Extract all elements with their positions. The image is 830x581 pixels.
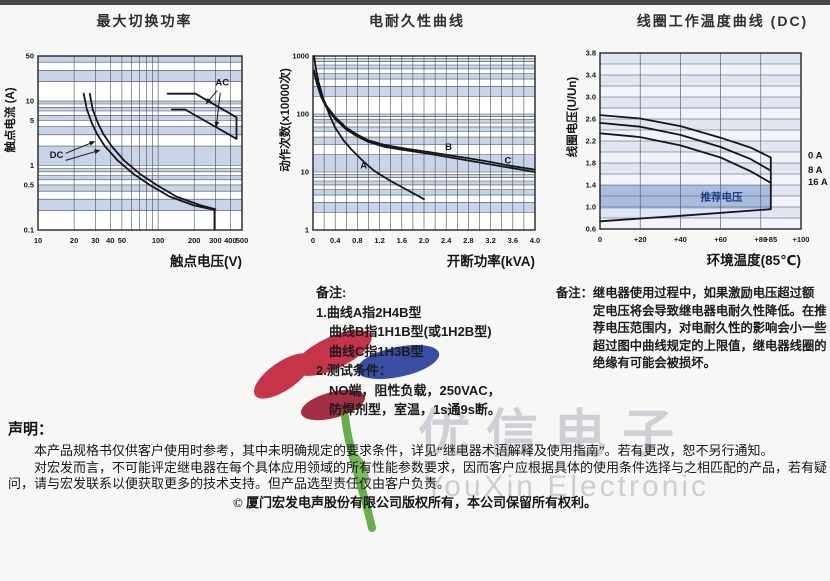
text-line: NO端，阻性负载，250VAC， <box>316 382 501 398</box>
svg-text:20: 20 <box>70 236 78 245</box>
svg-text:+100: +100 <box>793 235 810 244</box>
svg-text:C: C <box>505 156 512 167</box>
notes-coil-voltage: 备注：继电器使用过程中，如果激励电压超过额 定电压将会导致继电器电耐久性降低。在… <box>556 285 827 373</box>
text-line: 2.测试条件： <box>316 363 392 378</box>
copyright-line: © 厦门宏发电声股份有限公司版权所有，本公司保留所有权利。 <box>233 495 597 510</box>
chart-block-electrical-endurance: 电耐久性曲线 A B C 0 0.4 0.8 1.2 1.6 2.0 2.4 2.8 3.2 3.6 4.… <box>277 8 557 284</box>
statement-heading: 声明： <box>8 421 54 438</box>
svg-text:40: 40 <box>106 236 114 245</box>
svg-text:3.0: 3.0 <box>586 93 596 102</box>
svg-text:100: 100 <box>296 110 309 119</box>
svg-text:1.4: 1.4 <box>586 181 597 190</box>
svg-text:+40: +40 <box>674 235 687 244</box>
text-line: 备注：继电器使用过程中，如果激励电压超过额 <box>556 286 815 300</box>
svg-text:0: 0 <box>311 236 315 245</box>
text-line: 超过图中曲线规定的上限值，继电器线圈的 <box>556 338 827 353</box>
statement-section: 声明： 本产品规格书仅供客户使用时参考，其中未明确规定的要求条件，详见“继电器术… <box>8 418 828 493</box>
svg-text:2.2: 2.2 <box>586 137 596 146</box>
electrical-endurance-chart: A B C 0 0.4 0.8 1.2 1.6 2.0 2.4 2.8 3.2 3.6 4.0 1000 10… <box>278 52 540 269</box>
svg-text:+60: +60 <box>714 235 727 244</box>
svg-text:环境温度(85℃): 环境温度(85℃) <box>707 252 801 268</box>
svg-text:1.2: 1.2 <box>374 236 384 245</box>
svg-text:30: 30 <box>91 236 99 245</box>
text-line: 1.曲线A指2H4B型 <box>316 304 422 320</box>
chart-title-max-switching-power: 最大切换功率 <box>96 13 193 29</box>
text-line: 对宏发而言，不可能评定继电器在每个具体应用领域的所有性能参数要求，因而客户应根据… <box>8 459 828 475</box>
text-line: 防焊剂型，室温，1s通9s断。 <box>316 402 501 417</box>
svg-text:16 A: 16 A <box>808 177 828 188</box>
svg-text:2.0: 2.0 <box>419 236 429 245</box>
svg-text:开断功率(kVA): 开断功率(kVA) <box>447 253 535 269</box>
svg-text:1000: 1000 <box>292 52 309 61</box>
svg-text:1.0: 1.0 <box>586 203 596 212</box>
svg-text:+20: +20 <box>634 235 647 244</box>
svg-text:0.6: 0.6 <box>586 225 596 234</box>
notes-coil-voltage-lines: 备注：继电器使用过程中，如果激励电压超过额 定电压将会导致继电器电耐久性降低。在… <box>556 285 827 373</box>
svg-text:2.6: 2.6 <box>586 115 596 124</box>
svg-text:动作次数(x10000次): 动作次数(x10000次) <box>278 68 292 172</box>
text-line: 本产品规格书仅供客户使用时参考，其中未明确规定的要求条件，详见“继电器术语解释及… <box>8 443 774 458</box>
max-switching-power-chart: AC DC 10 20 30 40 50 100 200 300 400 500 50 10 5 1 0.5 0.… <box>3 52 249 269</box>
coil-temperature-chart: 推荐电压 0 A 8 A16 A 0 +20 +40 +60 +80+85 +100 3.8 3.4… <box>565 49 828 268</box>
svg-text:+80: +80 <box>754 235 767 244</box>
notes-endurance: 备注: 1.曲线A指2H4B型 曲线B指1H1B型(或1H2B型) 曲线C指1H… <box>316 283 501 420</box>
svg-text:0 A: 0 A <box>808 151 823 162</box>
svg-text:1: 1 <box>30 161 34 170</box>
notes-endurance-lines: 1.曲线A指2H4B型 曲线B指1H1B型(或1H2B型) 曲线C指1H3B型 2… <box>316 303 501 420</box>
text-line: 曲线C指1H3B型 <box>316 343 424 359</box>
svg-text:8 A: 8 A <box>808 165 823 176</box>
svg-text:4.0: 4.0 <box>530 236 540 245</box>
statement-lines: 本产品规格书仅供客户使用时参考，其中未明确规定的要求条件，详见“继电器术语解释及… <box>8 443 828 493</box>
svg-text:10: 10 <box>301 168 309 177</box>
svg-text:200: 200 <box>188 236 201 245</box>
svg-text:0.8: 0.8 <box>352 236 362 245</box>
svg-text:0.4: 0.4 <box>330 236 341 245</box>
svg-text:触点电压(V): 触点电压(V) <box>170 253 242 269</box>
svg-text:400: 400 <box>224 236 237 245</box>
svg-text:推荐电压: 推荐电压 <box>701 190 743 203</box>
notes-endurance-heading: 备注: <box>316 285 347 300</box>
svg-text:3.2: 3.2 <box>485 236 495 245</box>
text-line: 问，请与宏发联系以便获取更多的技术支持。但产品选型责任仅由客户负责。 <box>8 476 451 491</box>
svg-text:2.8: 2.8 <box>463 236 473 245</box>
text-line: 定电压将会导致继电器电耐久性降低。在推 <box>556 303 827 318</box>
chart-title-coil-temperature: 线圈工作温度曲线 (DC) <box>636 13 809 29</box>
svg-text:3.8: 3.8 <box>586 49 596 58</box>
svg-text:50: 50 <box>118 236 126 245</box>
page-top-edge <box>0 0 830 5</box>
svg-text:0.5: 0.5 <box>24 181 34 190</box>
svg-text:线圈电压(U/Un): 线圈电压(U/Un) <box>565 77 579 158</box>
svg-text:0: 0 <box>598 235 602 244</box>
chart-block-max-switching-power: 最大切换功率 AC DC 10 20 30 40 50 100 200 300 400 500 50 10… <box>0 8 277 284</box>
text-line: 曲线B指1H1B型(或1H2B型) <box>316 324 492 339</box>
svg-text:3.6: 3.6 <box>508 236 518 245</box>
svg-text:3.4: 3.4 <box>586 71 597 80</box>
text-line: 绝缘有可能会被损坏。 <box>556 356 716 370</box>
svg-text:+85: +85 <box>764 235 777 244</box>
svg-text:2.4: 2.4 <box>441 236 452 245</box>
chart-title-electrical-endurance: 电耐久性曲线 <box>369 13 465 29</box>
svg-text:A: A <box>360 161 367 172</box>
chart-block-coil-temperature: 线圈工作温度曲线 (DC) 推荐电压 0 A 8 A 16 A 0 +20 +40 +60 +8… <box>553 8 830 284</box>
svg-text:50: 50 <box>26 52 34 61</box>
svg-text:0.1: 0.1 <box>24 226 34 235</box>
svg-text:1.8: 1.8 <box>586 159 596 168</box>
svg-text:DC: DC <box>50 150 64 161</box>
svg-text:10: 10 <box>34 236 42 245</box>
svg-text:10: 10 <box>26 97 34 106</box>
svg-text:触点电流 (A): 触点电流 (A) <box>3 87 17 153</box>
svg-text:300: 300 <box>209 236 222 245</box>
svg-text:B: B <box>445 142 452 153</box>
svg-text:100: 100 <box>152 236 165 245</box>
svg-text:500: 500 <box>236 236 249 245</box>
svg-text:1: 1 <box>305 226 309 235</box>
svg-text:AC: AC <box>215 77 229 88</box>
text-line: 荐电压范围内，对电耐久性的影响会小一些 <box>556 321 827 335</box>
svg-text:1.6: 1.6 <box>397 236 407 245</box>
svg-text:5: 5 <box>30 116 34 125</box>
